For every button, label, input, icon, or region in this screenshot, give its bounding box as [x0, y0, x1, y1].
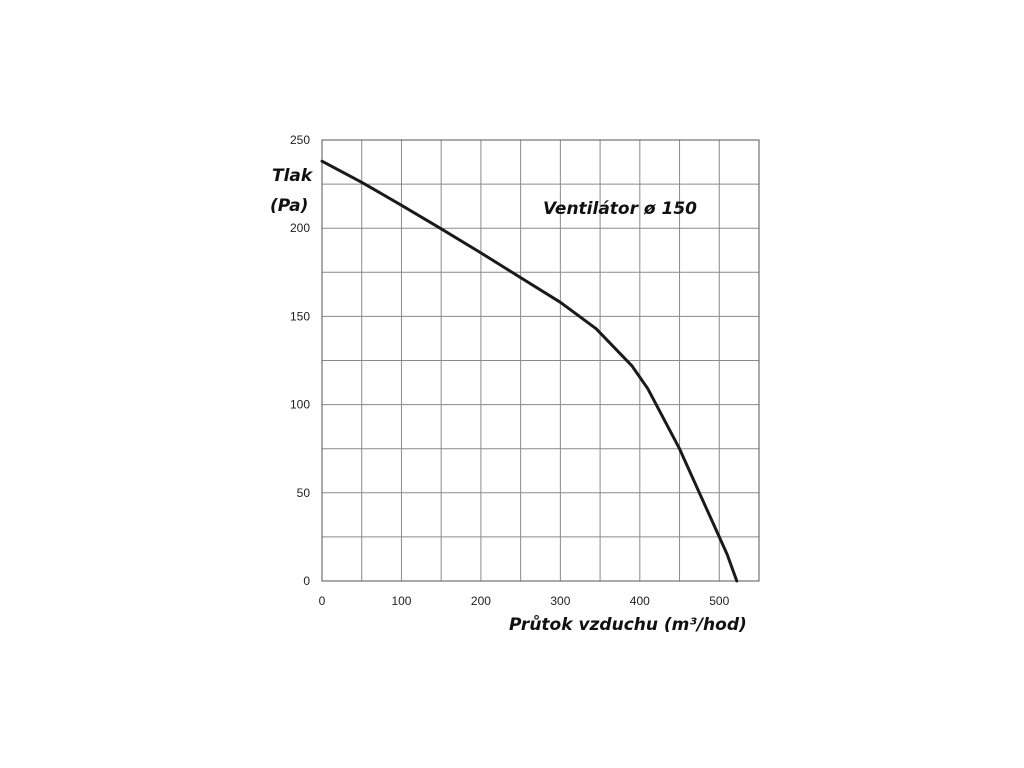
x-tick-label: 300	[550, 594, 570, 608]
y-tick-label: 0	[303, 574, 310, 588]
y-tick-label: 50	[297, 486, 311, 500]
y-tick-label: 250	[290, 133, 310, 147]
y-tick-label: 100	[290, 398, 310, 412]
y-axis-label-line1: Tlak	[272, 166, 314, 186]
y-axis-label-line2: (Pa)	[270, 196, 308, 216]
x-tick-label: 0	[319, 594, 326, 608]
x-tick-label: 500	[709, 594, 729, 608]
y-tick-label: 200	[290, 221, 310, 235]
x-tick-label: 200	[471, 594, 491, 608]
fan-curve-line	[320, 159, 739, 583]
x-tick-label: 100	[391, 594, 411, 608]
x-tick-label: 400	[630, 594, 650, 608]
plot-frame	[321, 139, 760, 582]
y-tick-label: 150	[290, 309, 310, 323]
chart-title: Ventilátor ø 150	[543, 199, 697, 219]
x-axis-label: Průtok vzduchu (m³/hod)	[509, 614, 747, 635]
tick-labels: 0 100 200 300 400 500 0 50 100 150 200 250	[290, 133, 730, 608]
